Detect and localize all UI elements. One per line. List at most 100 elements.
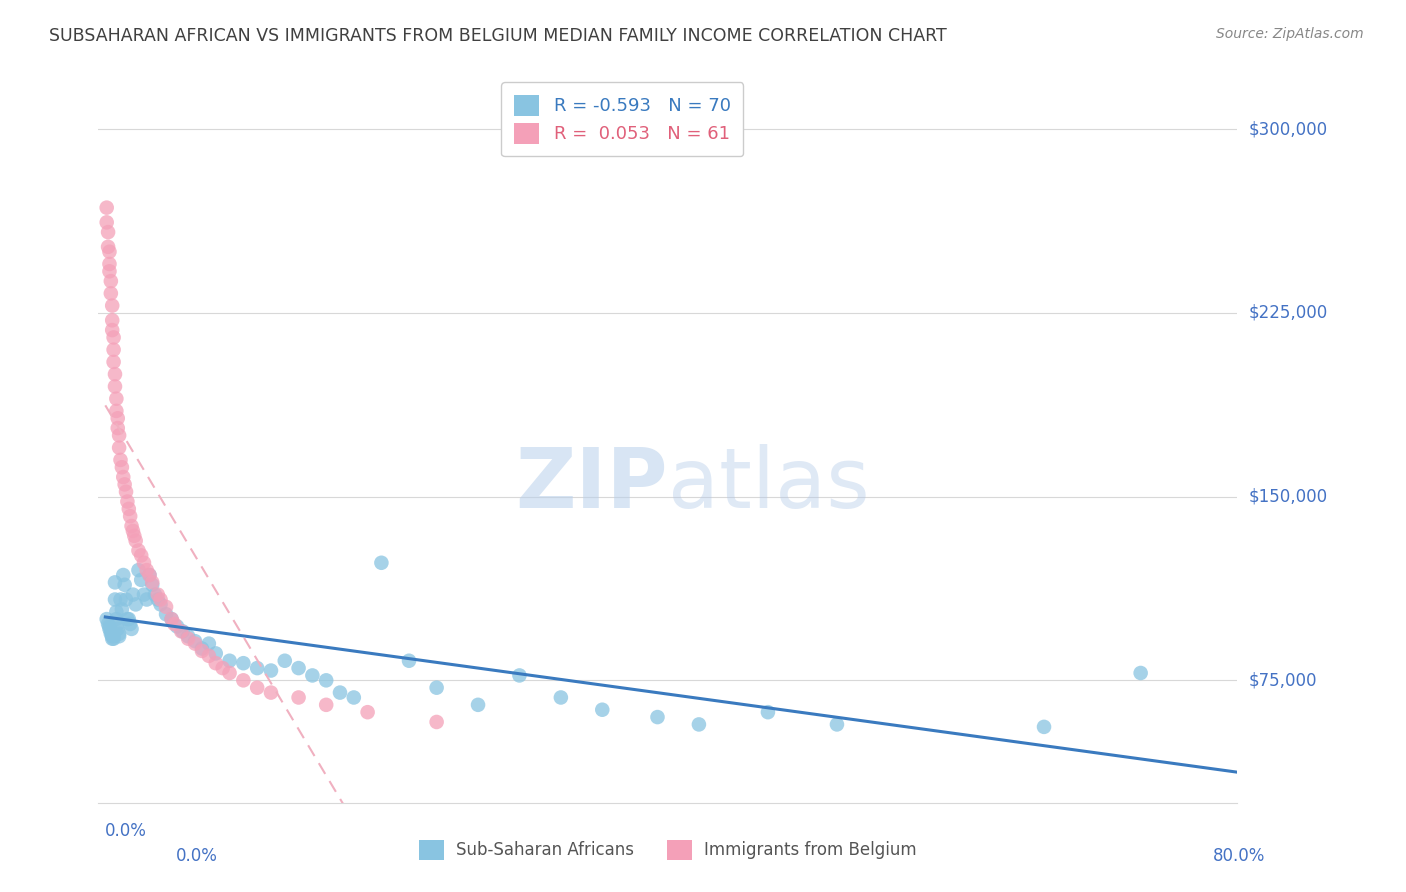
Point — [287, 661, 309, 675]
Point — [426, 714, 449, 729]
Point — [103, 343, 125, 357]
Point — [315, 673, 337, 688]
Point — [135, 563, 157, 577]
Point — [315, 698, 337, 712]
Point — [97, 240, 120, 254]
Point — [124, 529, 146, 543]
Point — [287, 690, 309, 705]
Point — [107, 617, 129, 632]
Point — [191, 644, 214, 658]
Point — [756, 705, 779, 719]
Point — [112, 568, 135, 582]
Point — [108, 428, 131, 442]
Point — [103, 632, 125, 646]
Text: SUBSAHARAN AFRICAN VS IMMIGRANTS FROM BELGIUM MEDIAN FAMILY INCOME CORRELATION C: SUBSAHARAN AFRICAN VS IMMIGRANTS FROM BE… — [49, 27, 948, 45]
Point — [108, 629, 131, 643]
Point — [97, 617, 120, 632]
Text: 0.0%: 0.0% — [176, 847, 218, 865]
Point — [104, 575, 127, 590]
Point — [246, 661, 269, 675]
Point — [155, 607, 177, 622]
Point — [163, 617, 186, 632]
Point — [138, 568, 160, 582]
Point — [103, 330, 125, 344]
Point — [98, 622, 121, 636]
Legend: Sub-Saharan Africans, Immigrants from Belgium: Sub-Saharan Africans, Immigrants from Be… — [412, 833, 924, 867]
Point — [122, 588, 145, 602]
Point — [101, 632, 124, 646]
Point — [467, 698, 489, 712]
Point — [172, 624, 194, 639]
Point — [104, 379, 127, 393]
Point — [110, 592, 132, 607]
Point — [114, 477, 136, 491]
Point — [112, 470, 135, 484]
Point — [274, 654, 297, 668]
Point — [825, 717, 848, 731]
Point — [108, 441, 131, 455]
Point — [120, 509, 142, 524]
Point — [141, 578, 163, 592]
Point — [426, 681, 449, 695]
Point — [1129, 665, 1152, 680]
Point — [260, 664, 283, 678]
Point — [127, 543, 149, 558]
Point — [301, 668, 323, 682]
Point — [101, 313, 124, 327]
Text: $300,000: $300,000 — [1249, 120, 1327, 138]
Point — [550, 690, 572, 705]
Point — [146, 588, 169, 602]
Point — [107, 411, 129, 425]
Point — [100, 627, 122, 641]
Point — [98, 244, 121, 259]
Point — [111, 460, 134, 475]
Point — [100, 286, 122, 301]
Point — [135, 592, 157, 607]
Point — [246, 681, 269, 695]
Point — [132, 588, 155, 602]
Point — [118, 612, 141, 626]
Point — [107, 622, 129, 636]
Point — [100, 624, 122, 639]
Point — [105, 612, 128, 626]
Point — [100, 274, 122, 288]
Point — [146, 592, 169, 607]
Point — [98, 619, 121, 633]
Point — [115, 592, 138, 607]
Point — [184, 637, 207, 651]
Point — [132, 556, 155, 570]
Point — [129, 573, 152, 587]
Point — [170, 624, 193, 639]
Point — [232, 656, 254, 670]
Point — [129, 549, 152, 563]
Point — [107, 421, 129, 435]
Point — [96, 215, 118, 229]
Point — [104, 592, 127, 607]
Point — [143, 588, 166, 602]
Point — [160, 612, 183, 626]
Point — [121, 622, 143, 636]
Point — [125, 598, 148, 612]
Point — [103, 355, 125, 369]
Point — [218, 665, 240, 680]
Point — [127, 563, 149, 577]
Point — [98, 264, 121, 278]
Point — [149, 598, 172, 612]
Point — [155, 599, 177, 614]
Point — [198, 648, 221, 663]
Point — [117, 612, 139, 626]
Point — [211, 661, 233, 675]
Point — [115, 484, 138, 499]
Point — [370, 556, 392, 570]
Point — [160, 612, 183, 626]
Point — [177, 632, 200, 646]
Text: $225,000: $225,000 — [1249, 304, 1327, 322]
Text: 0.0%: 0.0% — [105, 822, 148, 840]
Point — [96, 201, 118, 215]
Point — [97, 225, 120, 239]
Text: atlas: atlas — [668, 444, 869, 525]
Point — [108, 627, 131, 641]
Point — [118, 502, 141, 516]
Point — [398, 654, 420, 668]
Point — [141, 575, 163, 590]
